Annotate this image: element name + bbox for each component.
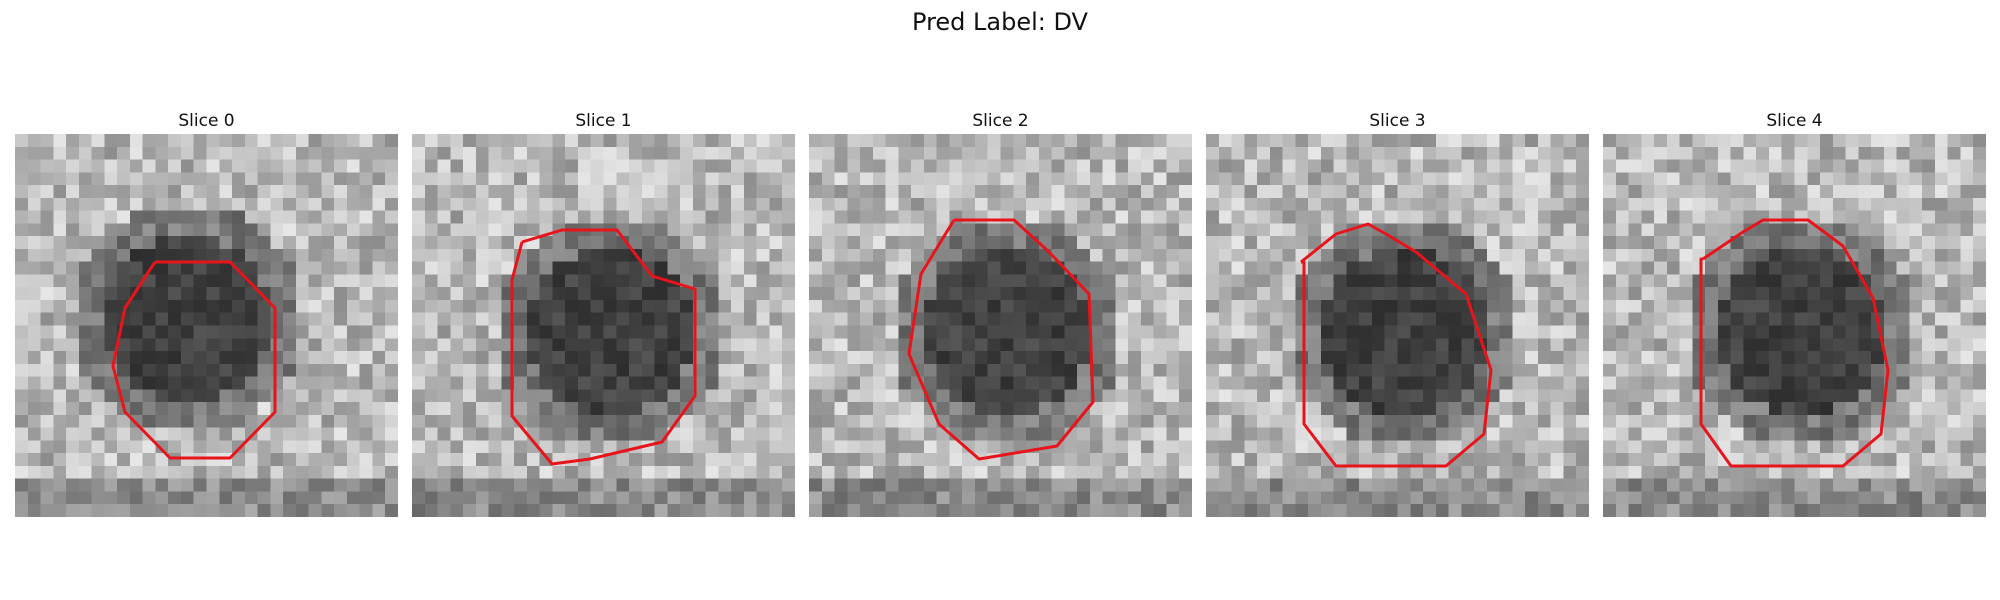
figure-title: Pred Label: DV [912, 8, 1088, 36]
contour-overlay-1 [510, 228, 697, 466]
segmentation-contour-4 [1699, 218, 1890, 468]
contour-overlay-4 [1699, 218, 1890, 468]
slice-panel-1: Slice 1 [412, 108, 795, 517]
slice-image-3 [1206, 134, 1589, 517]
slice-image-0 [15, 134, 398, 517]
slice-panel-0: Slice 0 [15, 108, 398, 517]
grayscale-slice-1 [412, 134, 795, 517]
slice-panel-4: Slice 4 [1603, 108, 1986, 517]
contour-overlay-2 [907, 218, 1095, 461]
grayscale-slice-2 [809, 134, 1192, 517]
slice-image-1 [412, 134, 795, 517]
grayscale-slice-0 [15, 134, 398, 517]
slice-panel-2: Slice 2 [809, 108, 1192, 517]
segmentation-contour-1 [510, 228, 697, 466]
segmentation-contour-2 [907, 218, 1095, 461]
slice-title-2: Slice 2 [972, 111, 1029, 131]
slice-title-0: Slice 0 [178, 111, 235, 131]
slice-image-2 [809, 134, 1192, 517]
contour-overlay-3 [1300, 222, 1493, 468]
segmentation-contour-0 [111, 260, 277, 460]
slice-title-3: Slice 3 [1369, 111, 1426, 131]
segmentation-contour-3 [1300, 222, 1493, 468]
grayscale-slice-3 [1206, 134, 1589, 517]
slice-title-4: Slice 4 [1766, 111, 1823, 131]
slice-title-1: Slice 1 [575, 111, 632, 131]
contour-overlay-0 [111, 260, 277, 460]
grayscale-slice-4 [1603, 134, 1986, 517]
slice-panel-3: Slice 3 [1206, 108, 1589, 517]
slice-image-4 [1603, 134, 1986, 517]
